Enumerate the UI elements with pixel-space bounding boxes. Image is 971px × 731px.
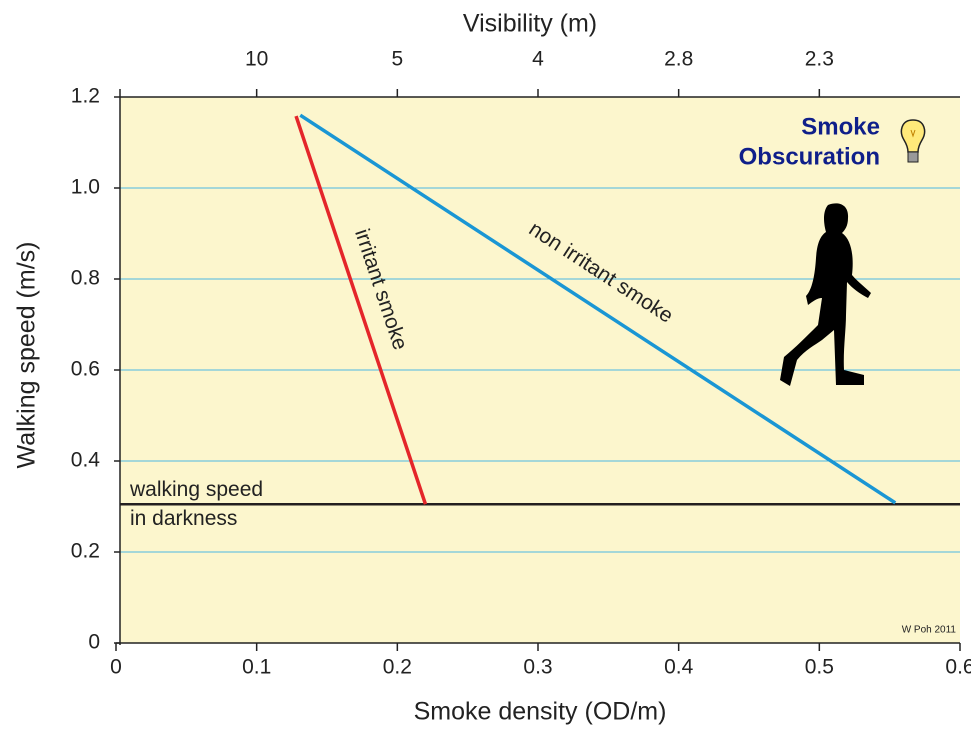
x2-tick-label: 5 — [391, 48, 403, 71]
x-tick-label: 0.2 — [383, 656, 412, 679]
y-tick-label: 0.2 — [71, 540, 100, 563]
annotation: Smoke — [801, 113, 880, 140]
x2-tick-label: 2.8 — [664, 48, 693, 71]
y-tick-label: 1.2 — [71, 85, 100, 108]
walking-man-icon — [780, 203, 871, 386]
x-tick-label: 0 — [110, 656, 122, 679]
x-tick-label: 0.1 — [242, 656, 271, 679]
y-axis-title: Walking speed (m/s) — [13, 242, 41, 469]
layer: 0 0.2 0.4 0.6 0.8 1.0 1.2 0 0.1 0.2 0.3 0.4 0.5 0.6 10… — [13, 10, 971, 726]
reference-label: walking speed — [129, 478, 263, 501]
x-axis-title: Smoke density (OD/m) — [414, 698, 667, 726]
y-tick-label: 1.0 — [71, 176, 100, 199]
y-tick-label: 0.8 — [71, 267, 100, 290]
series-line — [299, 113, 897, 505]
x2-tick-label: 2.3 — [805, 48, 834, 71]
x2-tick-label: 10 — [245, 48, 268, 71]
x-tick-label: 0.5 — [805, 656, 834, 679]
x2-axis-title: Visibility (m) — [463, 10, 597, 38]
reference-label: in darkness — [130, 507, 237, 530]
x-tick-label: 0.3 — [523, 656, 552, 679]
x-tick-label: 0.6 — [945, 656, 971, 679]
annotation: Obscuration — [739, 143, 880, 170]
x-tick-label: 0.4 — [664, 656, 694, 679]
bulb-icon — [900, 119, 926, 163]
y-tick-label: 0.4 — [71, 449, 101, 472]
credit: W Poh 2011 — [902, 625, 957, 636]
x2-tick-label: 4 — [532, 48, 544, 71]
y-tick-label: 0.6 — [71, 358, 100, 381]
series-line — [294, 115, 428, 505]
y-tick-label: 0 — [88, 631, 100, 654]
